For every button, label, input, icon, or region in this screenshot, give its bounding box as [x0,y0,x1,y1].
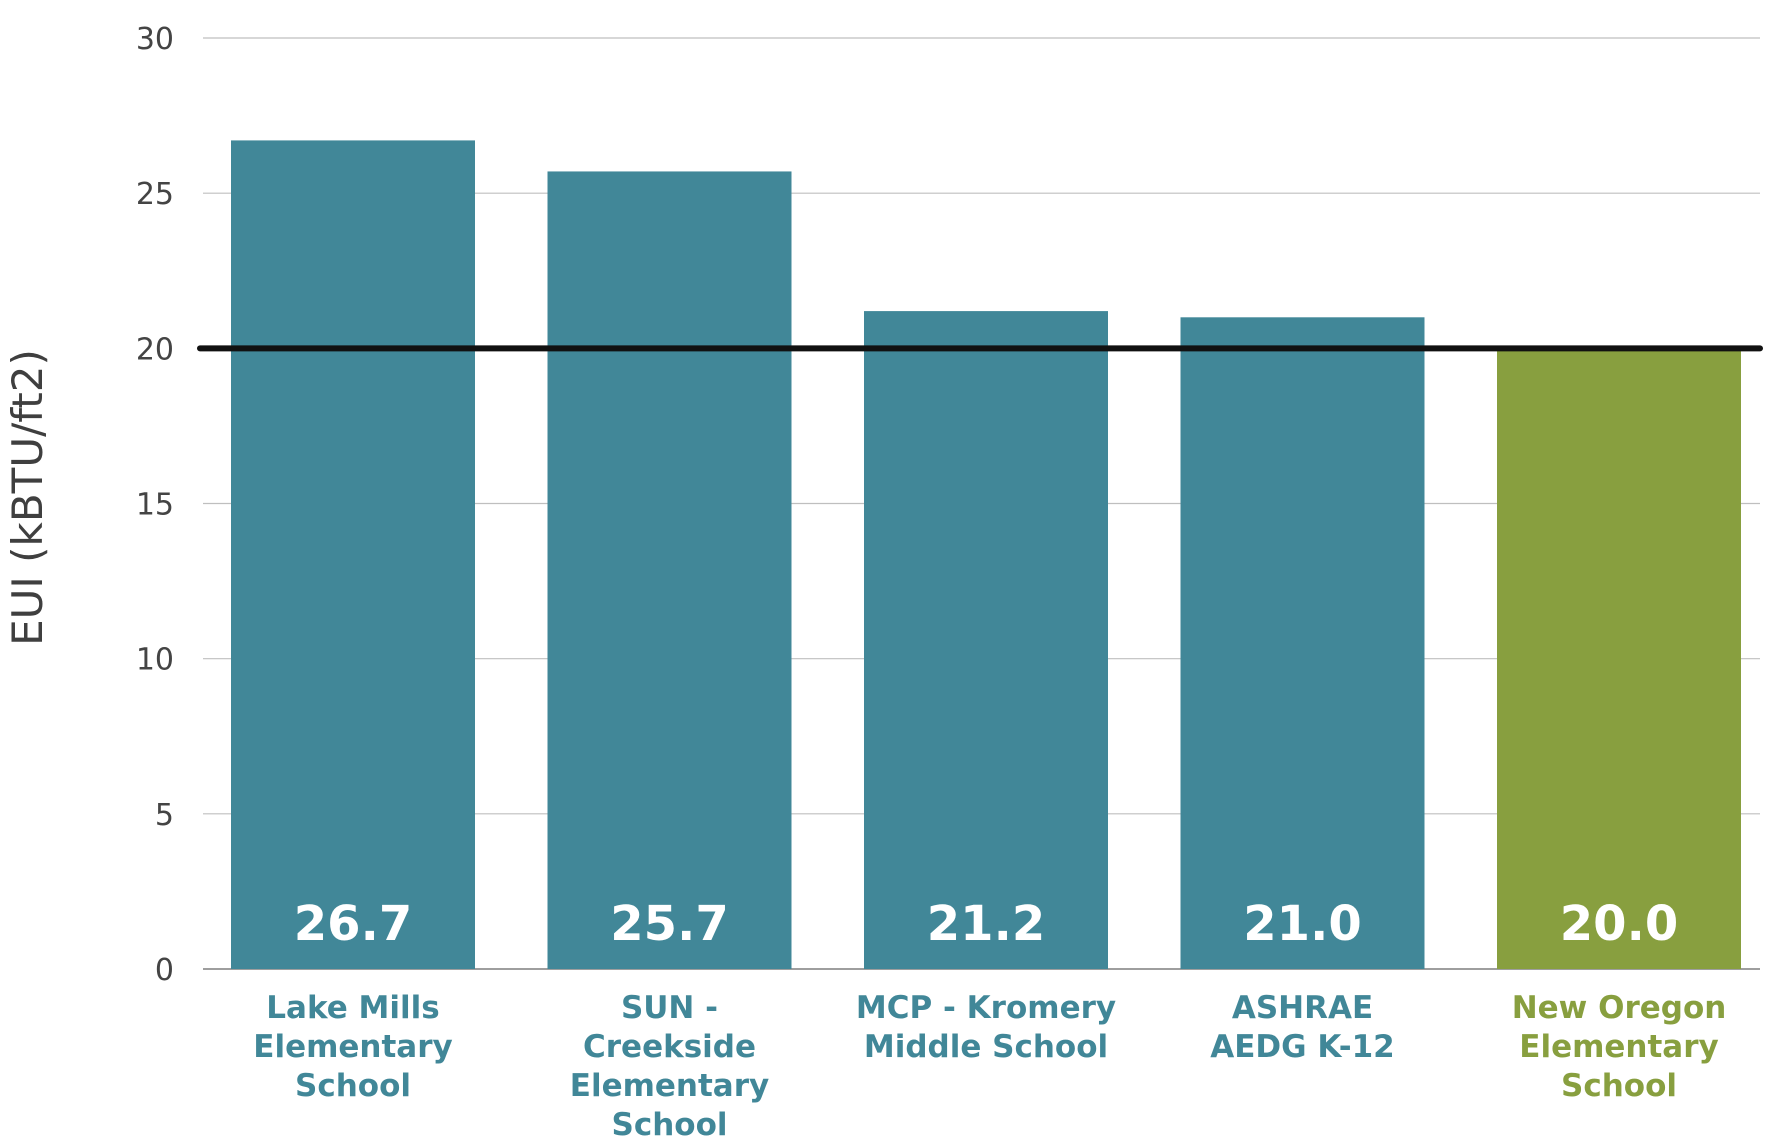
y-tick-label: 20 [136,332,174,367]
value-labels: 26.7 25.7 21.2 21.0 20.0 [294,896,1678,952]
category-label-line: MCP - Kromery [856,990,1116,1026]
x-category-label: SUN -Creekside Elementary School [570,990,769,1143]
x-category-label: New Oregon Elementary School [1512,990,1727,1104]
category-label-line: School [612,1107,728,1143]
bar [231,140,475,969]
category-label-line: Elementary [570,1068,769,1104]
category-label-line: Elementary [253,1029,452,1065]
category-label-line: New Oregon [1512,990,1727,1026]
category-label-line: SUN - [621,990,718,1026]
y-tick-label: 5 [155,798,174,833]
y-tick-label: 15 [136,488,174,523]
x-category-label: ASHRAE AEDG K-12 [1210,990,1394,1065]
category-label-line: Creekside [583,1029,756,1065]
bar-value-label: 20.0 [1560,896,1678,952]
y-axis-title: EUI (kBTU/ft2) [3,349,52,646]
category-label-line: Middle School [864,1029,1108,1065]
bar [1180,317,1425,969]
category-label-line: School [295,1068,411,1104]
bars [231,140,1741,969]
y-tick-label: 30 [136,22,174,57]
x-category-label: Lake Mills Elementary School [253,990,452,1104]
category-label-line: ASHRAE [1232,990,1373,1026]
category-label-line: School [1561,1068,1677,1104]
bar-value-label: 21.0 [1243,896,1361,952]
category-label-line: Lake Mills [266,990,439,1026]
y-tick-label: 0 [155,953,174,988]
y-tick-label: 10 [136,643,174,678]
x-category-label: MCP - Kromery Middle School [856,990,1116,1065]
y-tick-label: 25 [136,177,174,212]
y-axis-ticks: 0 5 10 15 20 25 30 [136,22,174,988]
bar [1497,348,1741,969]
bar [864,311,1108,969]
bar-value-label: 21.2 [927,896,1045,952]
category-label-line: Elementary [1519,1029,1718,1065]
bar-value-label: 26.7 [294,896,412,952]
category-label-line: AEDG K-12 [1210,1029,1394,1065]
bar-value-label: 25.7 [610,896,728,952]
bar [547,171,792,969]
